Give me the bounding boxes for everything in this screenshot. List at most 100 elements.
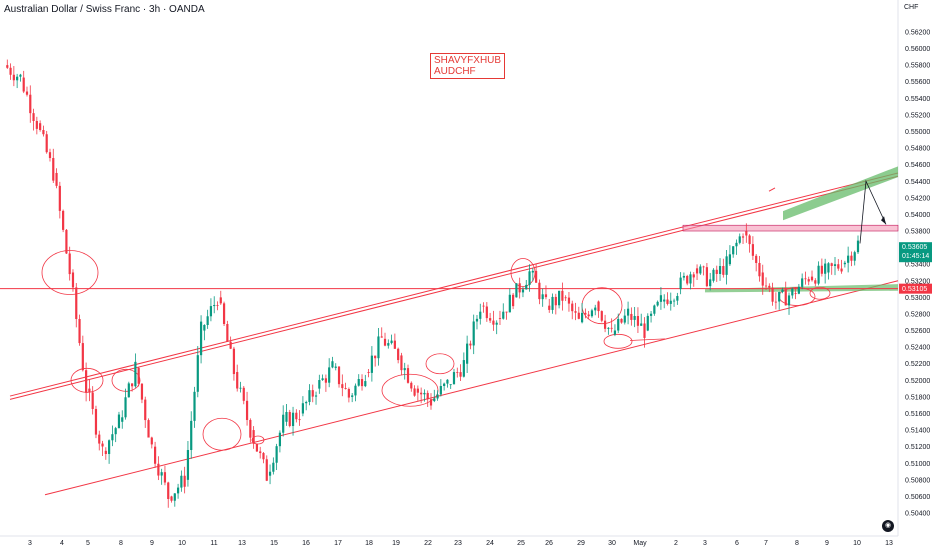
candle-body (797, 286, 800, 294)
y-tick-label: 0.54200 (905, 195, 930, 202)
candle-body (709, 279, 712, 287)
candle-body (140, 383, 144, 400)
candle-body (672, 300, 676, 302)
channel-upper-line-inner (9, 175, 899, 400)
candle-body (580, 312, 584, 323)
candle-body (203, 325, 206, 331)
y-tick-label: 0.50800 (905, 477, 930, 484)
candle-body (236, 372, 239, 389)
x-tick-label: 11 (210, 540, 217, 547)
candle-body (305, 401, 308, 404)
candle-body (423, 392, 426, 395)
candle-body (830, 263, 833, 266)
candle-body (646, 315, 649, 331)
candle-body (32, 113, 35, 121)
y-tick-label: 0.54600 (905, 162, 930, 169)
candle-body (590, 310, 594, 317)
candle-body (827, 263, 830, 273)
candle-body (554, 296, 557, 306)
x-tick-label: 7 (764, 540, 768, 547)
candle-body (295, 412, 298, 420)
y-tick-label: 0.54400 (905, 179, 930, 186)
candle-body (94, 408, 98, 435)
annotation-circle (603, 333, 633, 349)
candle-body (728, 254, 731, 265)
x-tick-label: 18 (365, 540, 373, 547)
candle-body (114, 428, 117, 435)
candle-body (19, 74, 22, 77)
candle-body (666, 299, 669, 304)
candle-body (48, 152, 52, 159)
candle-body (39, 123, 42, 131)
candle-body (600, 311, 603, 321)
y-tick-label: 0.52800 (905, 311, 930, 318)
candle-body (199, 321, 203, 356)
candle-body (249, 419, 252, 438)
y-tick-label: 0.51400 (905, 428, 930, 435)
candle-body (367, 372, 370, 373)
level-price-label: 0.53105 (902, 286, 927, 293)
candle-body (564, 297, 567, 299)
candle-body (78, 319, 81, 344)
current-price-label: 0.53605 (902, 244, 927, 251)
candle-body (374, 355, 377, 359)
candle-body (695, 268, 699, 274)
candle-body (216, 305, 219, 306)
candle-body (387, 343, 390, 346)
y-tick-label: 0.53000 (905, 295, 930, 302)
candle-body (160, 472, 163, 476)
candle-body (535, 270, 538, 283)
candle-body (626, 308, 630, 316)
candle-body (137, 367, 140, 384)
candle-body (301, 403, 304, 414)
candle-body (571, 303, 574, 312)
candle-body (512, 294, 515, 307)
y-tick-label: 0.50400 (905, 511, 930, 518)
x-tick-label: 4 (60, 540, 64, 547)
candle-body (791, 288, 794, 296)
candle-body (265, 459, 268, 481)
x-tick-label: 29 (577, 540, 585, 547)
candle-body (623, 315, 626, 323)
candle-body (676, 296, 679, 301)
candle-body (778, 291, 781, 302)
candle-body (656, 301, 659, 306)
candle-body (817, 265, 820, 284)
candle-body (577, 312, 580, 319)
candle-body (29, 94, 32, 114)
x-tick-label: May (633, 540, 647, 547)
price-axis[interactable] (898, 0, 932, 550)
x-tick-label: 8 (119, 540, 123, 547)
candle-body (321, 378, 324, 381)
y-tick-label: 0.53800 (905, 229, 930, 236)
candle-body (337, 366, 341, 385)
candle-body (633, 316, 636, 320)
candle-body (308, 390, 311, 402)
candle-body (837, 264, 840, 269)
candle-body (108, 440, 111, 455)
candle-body (121, 417, 124, 422)
candle-body (314, 395, 318, 397)
candle-body (722, 266, 725, 275)
annotation-tick (768, 187, 776, 192)
channel-upper-line (9, 172, 899, 397)
candle-body (489, 318, 492, 321)
x-tick-label: 19 (392, 540, 400, 547)
candle-body (761, 272, 764, 286)
candle-body (452, 372, 456, 385)
candle-body (462, 360, 465, 377)
candle-body (190, 420, 193, 451)
candle-body (498, 318, 502, 319)
candle-body (764, 285, 768, 287)
tradingview-logo-icon[interactable]: ◉ (882, 520, 894, 532)
candle-body (406, 368, 410, 383)
candle-body (745, 231, 748, 236)
candle-body (252, 430, 255, 444)
x-tick-label: 24 (486, 540, 494, 547)
candle-body (784, 289, 787, 306)
countdown-label: 01:45:14 (902, 253, 929, 260)
candle-body (692, 274, 695, 278)
resistance-zone (682, 224, 899, 232)
